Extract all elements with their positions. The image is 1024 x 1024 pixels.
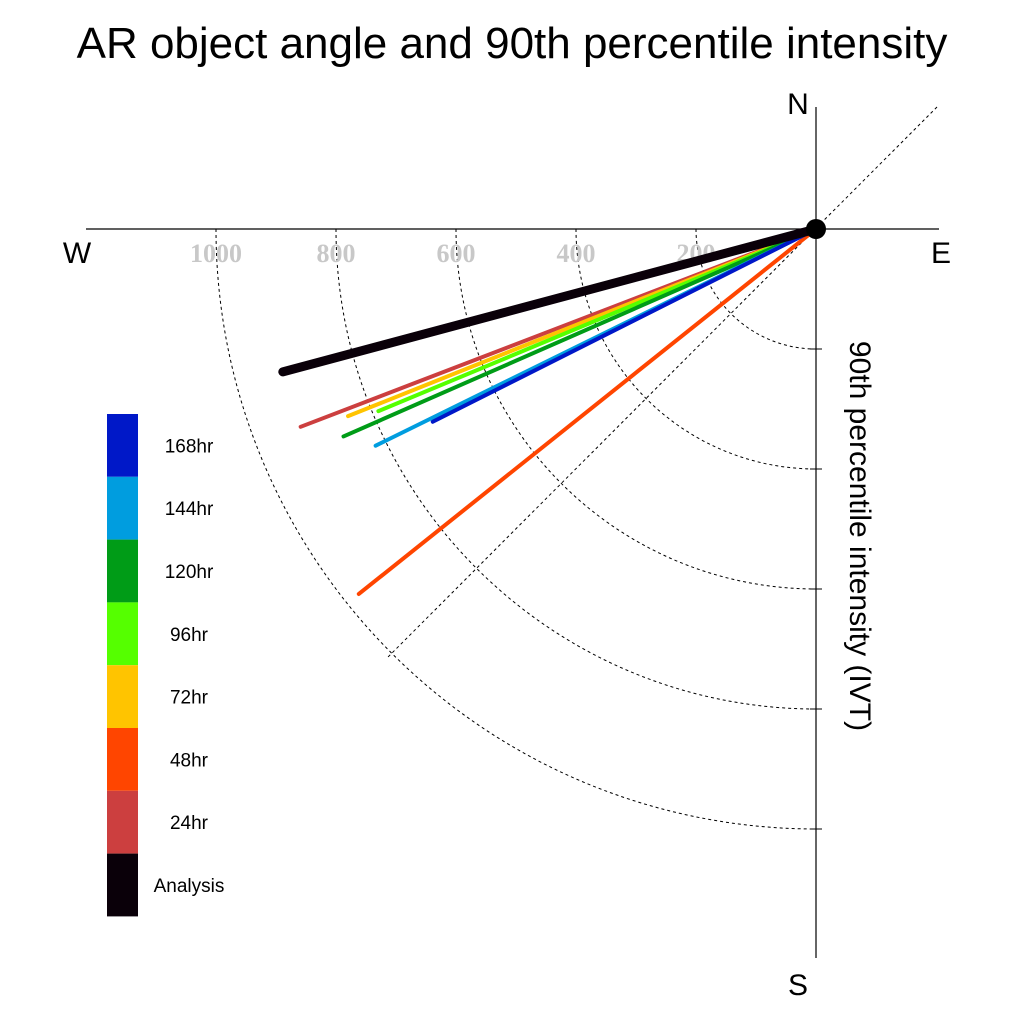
legend-label-48hr: 48hr <box>170 750 209 771</box>
tick-label-400: 400 <box>557 239 596 268</box>
grid-arc-400 <box>575 228 817 470</box>
legend-label-144hr: 144hr <box>165 499 214 520</box>
legend-label-72hr: 72hr <box>170 688 209 709</box>
legend-swatch-168hr <box>107 414 138 477</box>
series-line-48hr <box>356 227 818 596</box>
chart-title: AR object angle and 90th percentile inte… <box>77 19 948 68</box>
legend-swatch-72hr <box>107 665 138 728</box>
legend-swatch-analysis <box>107 853 138 917</box>
legend-label-168hr: 168hr <box>165 436 214 457</box>
grid-arc-200 <box>695 228 817 350</box>
west-label: W <box>63 237 92 270</box>
legend-swatch-48hr <box>107 728 138 791</box>
origin-marker <box>806 219 826 239</box>
legend: 168hr 144hr 120hr 96hr 72hr 48hr 24hr Analysis <box>107 414 225 917</box>
radial-axis-label: 90th percentile intensity (IVT) <box>843 341 876 731</box>
north-label: N <box>787 88 809 121</box>
chart-axes <box>86 107 939 958</box>
series-lines <box>278 219 826 596</box>
tick-label-800: 800 <box>317 239 356 268</box>
tick-label-1000: 1000 <box>190 239 242 268</box>
series-line-analysis <box>278 224 821 377</box>
legend-swatch-24hr <box>107 790 138 854</box>
legend-label-analysis: Analysis <box>154 876 225 897</box>
legend-swatch-96hr <box>107 602 138 666</box>
south-label: S <box>788 969 808 1002</box>
grid-arc-1000 <box>215 228 817 830</box>
series-line-120hr <box>341 227 818 439</box>
legend-swatch-144hr <box>107 476 138 540</box>
legend-swatch-120hr <box>107 539 138 603</box>
tick-label-600: 600 <box>437 239 476 268</box>
grid-diagonal <box>386 106 938 659</box>
chart-grid <box>215 106 938 830</box>
legend-label-120hr: 120hr <box>165 562 214 583</box>
legend-label-96hr: 96hr <box>170 625 209 646</box>
legend-label-24hr: 24hr <box>170 813 209 834</box>
grid-arc-600 <box>455 228 817 590</box>
series-line-168hr <box>430 227 818 424</box>
east-label: E <box>931 237 951 270</box>
